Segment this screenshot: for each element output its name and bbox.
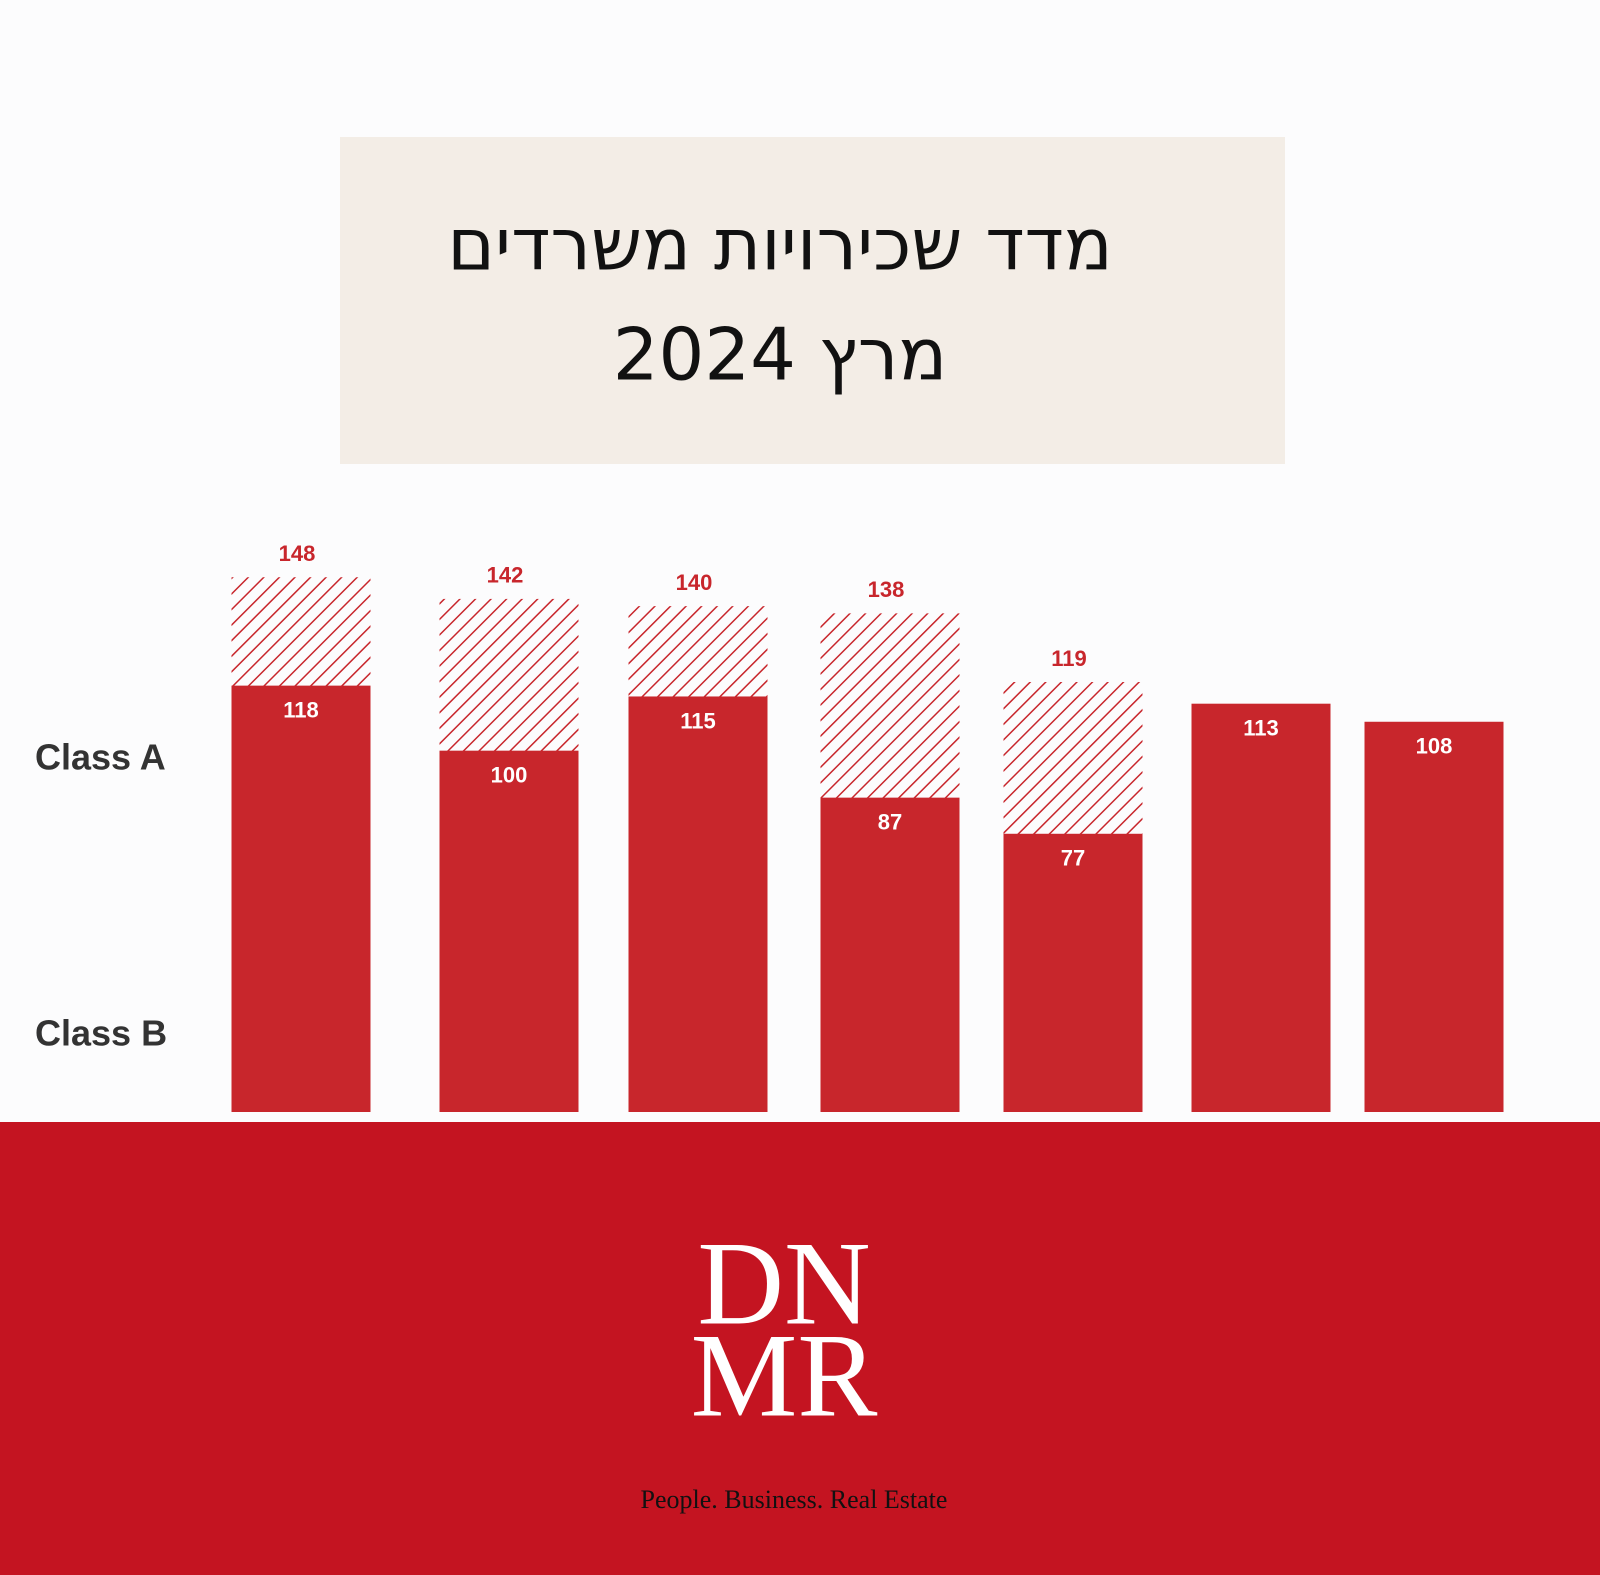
bar — [231, 685, 371, 1112]
logo-top: DN — [697, 1217, 870, 1350]
bar — [1191, 703, 1331, 1112]
tagline: People. Business. Real Estate — [641, 1485, 948, 1514]
bar — [1003, 833, 1143, 1112]
value-label: 108 — [1416, 734, 1453, 759]
bar — [628, 696, 768, 1112]
value-label: 77 — [1061, 846, 1085, 871]
footer — [0, 1122, 1600, 1575]
value-label: 138 — [868, 577, 905, 602]
bar — [439, 750, 579, 1112]
value-label: 140 — [676, 570, 713, 595]
value-label: 118 — [283, 697, 319, 722]
chart-subtitle: מרץ 2024 — [613, 313, 948, 397]
value-label: 119 — [1051, 646, 1087, 671]
legend-label: Class B — [35, 1013, 167, 1054]
value-label: 87 — [878, 809, 902, 834]
chart-title: מדד שכירויות משרדים — [447, 203, 1113, 287]
title-box — [340, 137, 1285, 464]
value-label: 148 — [279, 541, 316, 566]
value-label: 115 — [680, 708, 716, 733]
legend-label: Class A — [35, 737, 166, 778]
value-label: 142 — [487, 563, 524, 588]
value-label: 100 — [491, 762, 528, 787]
value-label: 113 — [1243, 716, 1279, 741]
bar — [1364, 721, 1504, 1112]
logo-bottom: MR — [691, 1309, 878, 1442]
bar — [820, 797, 960, 1112]
plot: Class A 148 142 140 138 119 Class B 118 100 115 87… — [35, 541, 1504, 1112]
